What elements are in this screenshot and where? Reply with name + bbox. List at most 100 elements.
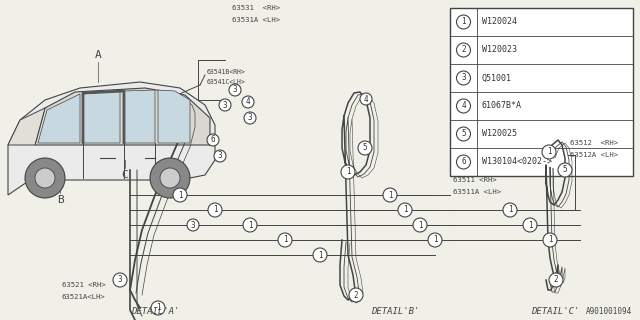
Text: 4: 4 [364, 94, 368, 103]
Text: 1: 1 [508, 205, 512, 214]
Circle shape [542, 145, 556, 159]
Text: 6: 6 [211, 135, 215, 145]
Text: 63541C<LH>: 63541C<LH> [207, 79, 246, 85]
Circle shape [208, 203, 222, 217]
Circle shape [349, 288, 363, 302]
Text: 3: 3 [233, 85, 237, 94]
Polygon shape [35, 88, 210, 145]
Circle shape [456, 15, 470, 29]
Text: 6: 6 [461, 157, 466, 166]
Circle shape [456, 99, 470, 113]
Text: 5: 5 [363, 143, 367, 153]
Text: 1: 1 [433, 236, 437, 244]
Circle shape [543, 233, 557, 247]
Text: 63511A <LH>: 63511A <LH> [453, 189, 501, 195]
Circle shape [456, 71, 470, 85]
Circle shape [244, 112, 256, 124]
Text: 63511 <RH>: 63511 <RH> [453, 177, 497, 183]
Text: 1: 1 [547, 148, 551, 156]
Text: 63512A <LH>: 63512A <LH> [570, 152, 618, 158]
Text: DETAIL'A': DETAIL'A' [131, 308, 179, 316]
Circle shape [549, 273, 563, 287]
Text: 63531A <LH>: 63531A <LH> [232, 17, 280, 23]
Circle shape [113, 273, 127, 287]
Text: W120025: W120025 [482, 130, 517, 139]
Text: 1: 1 [248, 220, 252, 229]
Text: DETAIL'C': DETAIL'C' [531, 308, 579, 316]
Circle shape [151, 301, 165, 315]
Text: 1: 1 [178, 190, 182, 199]
Bar [450, 8, 633, 176]
Text: 63541B<RH>: 63541B<RH> [207, 69, 246, 75]
Circle shape [243, 218, 257, 232]
Circle shape [503, 203, 517, 217]
Circle shape [341, 165, 355, 179]
Text: 63531  <RH>: 63531 <RH> [232, 5, 280, 11]
Polygon shape [8, 82, 215, 195]
Text: 3: 3 [248, 114, 252, 123]
Text: 3: 3 [191, 220, 195, 229]
Circle shape [358, 141, 372, 155]
Text: 5: 5 [563, 165, 567, 174]
Polygon shape [8, 108, 45, 145]
Circle shape [173, 188, 187, 202]
Polygon shape [158, 90, 190, 143]
Text: 3: 3 [218, 151, 222, 161]
Text: 4: 4 [246, 98, 250, 107]
Text: 5: 5 [461, 130, 466, 139]
Text: 1: 1 [403, 205, 407, 214]
Circle shape [398, 203, 412, 217]
Text: W120023: W120023 [482, 45, 517, 54]
Text: W120024: W120024 [482, 18, 517, 27]
Text: 63521 <RH>: 63521 <RH> [62, 282, 106, 288]
Text: A: A [95, 50, 101, 60]
Text: 2: 2 [461, 45, 466, 54]
Circle shape [25, 158, 65, 198]
Text: 63512  <RH>: 63512 <RH> [570, 140, 618, 146]
Text: 3: 3 [223, 100, 227, 109]
Circle shape [278, 233, 292, 247]
Text: 1: 1 [528, 220, 532, 229]
Text: W130104<0202->: W130104<0202-> [482, 157, 552, 166]
Polygon shape [83, 91, 120, 143]
Text: 1: 1 [346, 167, 350, 177]
Circle shape [187, 219, 199, 231]
Circle shape [360, 93, 372, 105]
Polygon shape [124, 90, 155, 143]
Circle shape [242, 96, 254, 108]
Text: 1: 1 [548, 236, 552, 244]
Text: 1: 1 [317, 251, 323, 260]
Text: 1: 1 [461, 18, 466, 27]
Circle shape [160, 168, 180, 188]
Circle shape [428, 233, 442, 247]
Circle shape [558, 163, 572, 177]
Text: 4: 4 [461, 101, 466, 110]
Circle shape [523, 218, 537, 232]
Text: 1: 1 [212, 205, 218, 214]
Circle shape [214, 150, 226, 162]
Circle shape [456, 127, 470, 141]
Text: Q51001: Q51001 [482, 74, 512, 83]
Circle shape [413, 218, 427, 232]
Polygon shape [38, 94, 80, 143]
Text: A901001094: A901001094 [586, 308, 632, 316]
Text: 61067B*A: 61067B*A [482, 101, 522, 110]
Circle shape [456, 155, 470, 169]
Text: 1: 1 [156, 303, 160, 313]
Text: C: C [122, 170, 129, 180]
Text: 1: 1 [283, 236, 287, 244]
Text: B: B [56, 195, 63, 205]
Text: 63521A<LH>: 63521A<LH> [62, 294, 106, 300]
Circle shape [207, 134, 219, 146]
Circle shape [456, 43, 470, 57]
Text: 2: 2 [554, 276, 558, 284]
Circle shape [150, 158, 190, 198]
Text: 1: 1 [388, 190, 392, 199]
Circle shape [35, 168, 55, 188]
Text: 1: 1 [418, 220, 422, 229]
Text: DETAIL'B': DETAIL'B' [371, 308, 419, 316]
Circle shape [219, 99, 231, 111]
Text: 3: 3 [118, 276, 122, 284]
Text: 2: 2 [354, 291, 358, 300]
Circle shape [313, 248, 327, 262]
